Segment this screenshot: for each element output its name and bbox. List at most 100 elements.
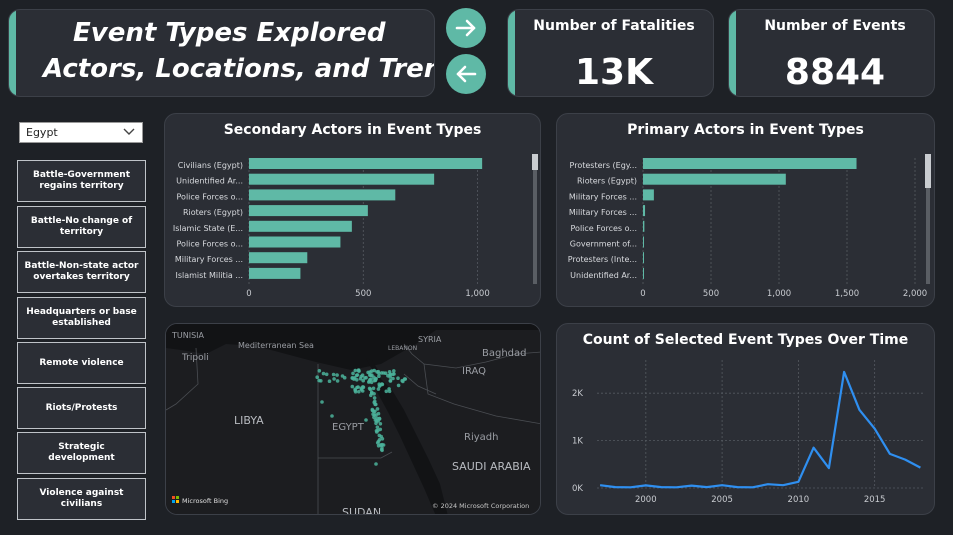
- country-dropdown-value: Egypt: [26, 126, 58, 139]
- next-page-button[interactable]: [446, 8, 486, 48]
- event-dot: [396, 383, 401, 388]
- x-tick-label: 1,000: [767, 289, 791, 299]
- country-borders: [166, 343, 540, 514]
- bing-brand-text: Microsoft Bing: [182, 497, 228, 505]
- map-label: Riyadh: [464, 432, 498, 443]
- bar-category-label: Protesters (Inte...: [568, 255, 637, 264]
- event-dot: [360, 389, 365, 393]
- event-dot: [381, 443, 386, 447]
- event-dot: [364, 418, 368, 422]
- bar-category-label: Rioters (Egypt): [577, 177, 637, 186]
- bar[interactable]: [643, 205, 646, 217]
- bar[interactable]: [643, 189, 654, 201]
- bar[interactable]: [249, 220, 352, 232]
- country-dropdown[interactable]: Egypt: [19, 122, 143, 143]
- event-dot: [350, 384, 355, 389]
- bar[interactable]: [643, 173, 786, 185]
- title-accent-bar: [9, 10, 16, 96]
- event-dot: [350, 376, 355, 380]
- bar-category-label: Police Forces o...: [177, 192, 243, 201]
- bar[interactable]: [643, 236, 644, 248]
- primary-actors-bar-chart: 0 500 1,000 1,500 2,000 Protesters (Egy... Rio…: [568, 154, 931, 299]
- bar[interactable]: [249, 205, 368, 217]
- event-type-button[interactable]: Strategic development: [17, 432, 146, 474]
- x-tick-label: 2,000: [903, 289, 927, 299]
- event-dot: [377, 417, 382, 421]
- bar-category-label: Islamic State (E...: [173, 224, 243, 233]
- map-label: SAUDI ARABIA: [452, 460, 531, 473]
- event-dot: [392, 369, 396, 373]
- event-type-button[interactable]: Headquarters or base established: [17, 297, 146, 339]
- x-tick-label: 2010: [788, 495, 810, 505]
- chart-scrollbar-track[interactable]: [533, 154, 537, 284]
- event-type-button[interactable]: Battle-No change of territory: [17, 206, 146, 248]
- event-dot: [374, 421, 378, 426]
- event-dot: [359, 386, 363, 391]
- map-canvas[interactable]: TUNISIA Tripoli Mediterranean Sea LEBANO…: [166, 324, 541, 515]
- event-dot: [356, 368, 361, 372]
- event-dot: [392, 372, 396, 376]
- bar[interactable]: [643, 267, 644, 279]
- event-location-map[interactable]: TUNISIA Tripoli Mediterranean Sea LEBANO…: [165, 323, 541, 515]
- bar[interactable]: [249, 158, 483, 169]
- x-tick-label: 2005: [711, 495, 733, 505]
- event-dot: [327, 379, 332, 383]
- event-dot: [375, 407, 380, 411]
- event-dot: [377, 374, 381, 378]
- event-dot: [375, 441, 380, 445]
- previous-page-button[interactable]: [446, 54, 486, 94]
- event-dot: [375, 416, 379, 421]
- bar[interactable]: [249, 236, 341, 248]
- event-dot: [388, 379, 393, 383]
- event-dot: [319, 379, 323, 383]
- kpi-events-card: Number of Events 8844: [728, 9, 935, 97]
- bar[interactable]: [249, 189, 396, 201]
- x-tick-label: 500: [355, 289, 371, 299]
- bar-category-label: Military Forces ...: [175, 255, 243, 264]
- event-type-button[interactable]: Battle-Non-state actor overtakes territo…: [17, 251, 146, 293]
- event-dot: [372, 409, 376, 414]
- bar-category-label: Civilians (Egypt): [178, 161, 243, 170]
- event-dot: [396, 376, 400, 380]
- red-sea-shape: [376, 376, 448, 514]
- bar[interactable]: [643, 252, 644, 264]
- event-dot: [391, 376, 395, 381]
- event-dot: [332, 377, 336, 381]
- kpi-events-label: Number of Events: [764, 18, 906, 34]
- bar[interactable]: [249, 267, 301, 279]
- x-tick-label: 2000: [635, 495, 657, 505]
- x-tick-label: 1,000: [465, 289, 489, 299]
- map-label: Mediterranean Sea: [238, 341, 314, 350]
- map-label: IRAQ: [462, 366, 486, 377]
- event-dot: [369, 377, 373, 381]
- series-line[interactable]: [599, 370, 921, 489]
- mediterranean-sea-shape: [166, 324, 540, 370]
- y-tick-label: 2K: [572, 389, 583, 399]
- map-label: TUNISIA: [171, 331, 205, 340]
- bar-category-label: Rioters (Egypt): [183, 208, 243, 217]
- page-title-line2: Actors, Locations, and Trends: [43, 54, 435, 84]
- bar[interactable]: [249, 252, 308, 264]
- bar[interactable]: [249, 173, 435, 185]
- bing-logo: Microsoft Bing: [172, 496, 228, 505]
- chart-scrollbar-thumb[interactable]: [925, 154, 931, 188]
- event-type-button[interactable]: Battle-Government regains territory: [17, 160, 146, 202]
- chevron-down-icon: [123, 128, 135, 135]
- chart-scrollbar-track[interactable]: [926, 154, 930, 284]
- bar[interactable]: [643, 220, 645, 232]
- bar-category-label: Military Forces ...: [569, 208, 637, 217]
- event-dot: [376, 411, 381, 416]
- event-dot: [357, 389, 361, 394]
- secondary-actors-chart-title: Secondary Actors in Event Types: [223, 122, 482, 138]
- x-tick-label: 2015: [864, 495, 886, 505]
- event-type-button[interactable]: Riots/Protests: [17, 387, 146, 429]
- event-dot: [321, 371, 326, 376]
- event-dot: [377, 438, 382, 442]
- event-dot: [361, 378, 365, 383]
- chart-scrollbar-thumb[interactable]: [532, 154, 538, 170]
- bar[interactable]: [643, 158, 857, 169]
- event-trend-line-chart: 0K 1K 2K 2000 2005 2010 2015: [572, 360, 925, 505]
- event-type-button[interactable]: Violence against civilians: [17, 478, 146, 520]
- event-type-button[interactable]: Remote violence: [17, 342, 146, 384]
- event-dot: [355, 373, 360, 377]
